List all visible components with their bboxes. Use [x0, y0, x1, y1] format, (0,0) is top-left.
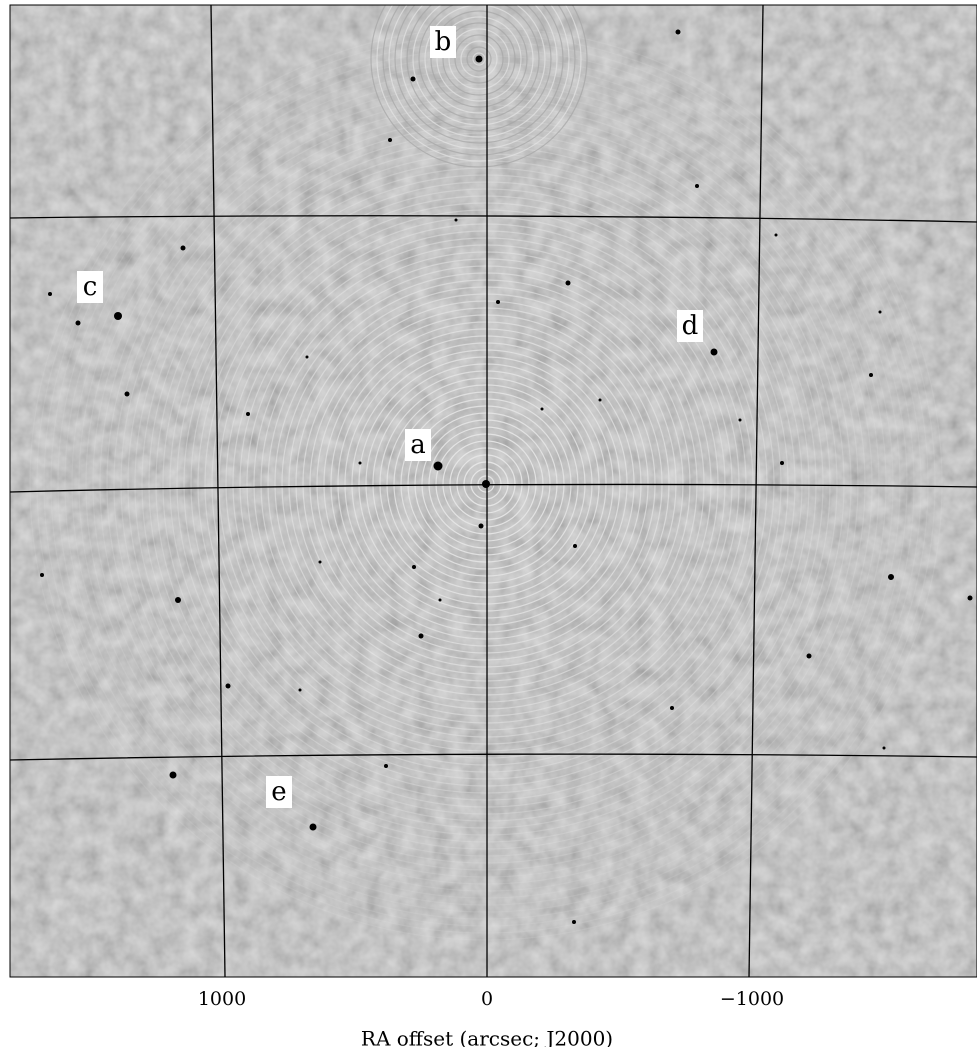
- x-tick-label: 1000: [198, 988, 246, 1010]
- annotation: b: [435, 27, 452, 57]
- image-noise: [10, 5, 977, 977]
- annotation: a: [410, 430, 426, 460]
- x-tick-label: 0: [481, 988, 493, 1010]
- chart: RA offset (arcsec; J2000) 1000 0 −1000 a b c d…: [0, 0, 977, 1047]
- x-tick-label: −1000: [720, 988, 784, 1010]
- annotation: c: [83, 272, 98, 302]
- annotation: d: [682, 311, 699, 341]
- annotation: e: [271, 777, 286, 807]
- radio-image: [10, 0, 977, 977]
- x-axis-label: RA offset (arcsec; J2000): [361, 1027, 613, 1047]
